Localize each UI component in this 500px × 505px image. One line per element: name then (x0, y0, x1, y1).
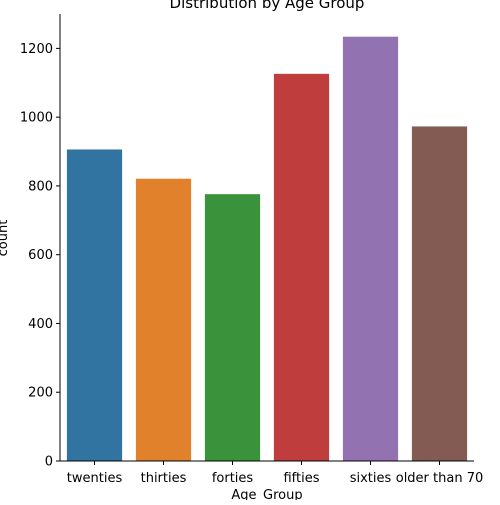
x-tick-label: twenties (67, 471, 123, 486)
x-axis-ticks: twenties thirties forties fifties sixties old… (67, 461, 483, 486)
y-tick-label: 1000 (20, 111, 53, 126)
y-tick-label: 200 (28, 386, 53, 401)
y-tick-label: 1200 (20, 42, 53, 57)
bar-sixties (342, 36, 399, 461)
x-tick-label: fifties (283, 471, 319, 486)
y-axis-ticks: 0 200 400 600 800 1000 1200 (20, 42, 60, 470)
bars-group (66, 36, 468, 462)
x-tick-label: forties (212, 471, 254, 486)
y-axis-label: count (0, 220, 11, 257)
y-tick-label: 800 (28, 179, 53, 194)
bar-older-than-70 (411, 126, 468, 462)
bar-thirties (135, 178, 192, 461)
bar-twenties (66, 149, 123, 461)
y-tick-label: 0 (45, 455, 53, 470)
y-tick-label: 400 (28, 317, 53, 332)
x-tick-label: thirties (141, 471, 187, 486)
bar-fifties (273, 73, 330, 462)
x-tick-label: older than 70 (396, 471, 484, 486)
y-tick-label: 600 (28, 248, 53, 263)
x-tick-label: sixties (350, 471, 392, 486)
bar-forties (204, 194, 261, 461)
chart-title: Distribution by Age Group (170, 0, 365, 12)
x-axis-label: Age_Group (231, 488, 302, 500)
